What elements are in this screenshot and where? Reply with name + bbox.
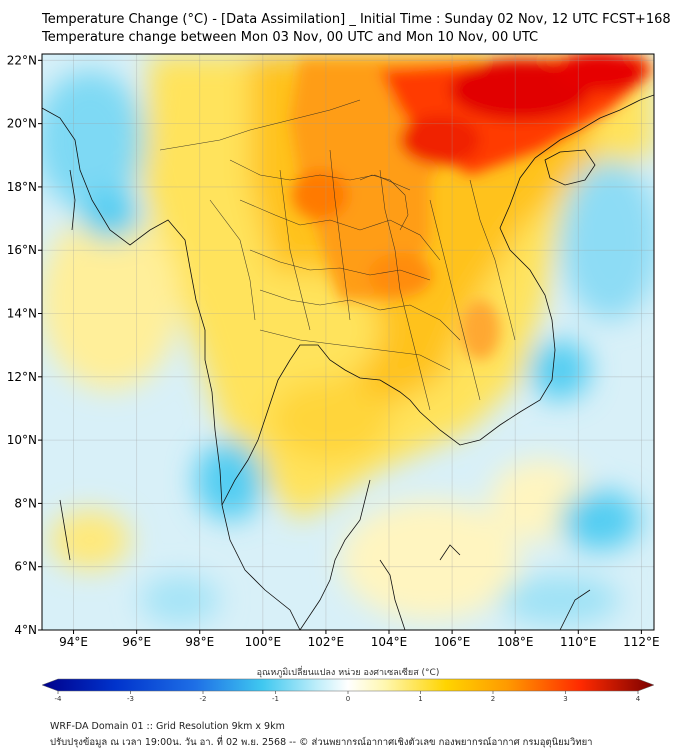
province-borders xyxy=(159,99,516,411)
colorbar-tick-label: -2 xyxy=(200,695,207,703)
colorbar-tick-label: -1 xyxy=(272,695,279,703)
lon-tick-label: 98°E xyxy=(185,635,214,649)
temperature-field xyxy=(42,54,654,630)
colorbar-tick-label: 3 xyxy=(563,695,567,703)
lat-tick-label: 4°N xyxy=(14,623,37,637)
lon-tick-label: 112°E xyxy=(623,635,660,649)
longitude-axis: 94°E 96°E 98°E 100°E 102°E 104°E 106°E 108°E 110… xyxy=(59,630,660,649)
lon-tick-label: 102°E xyxy=(308,635,345,649)
lon-tick-label: 106°E xyxy=(434,635,471,649)
colorbar-tick-label: -3 xyxy=(127,695,134,703)
colorbar-tick-label: 2 xyxy=(491,695,495,703)
lat-tick-label: 8°N xyxy=(14,496,37,510)
lon-tick-label: 108°E xyxy=(497,635,534,649)
lat-tick-label: 12°N xyxy=(7,370,37,384)
latitude-axis: 22°N 20°N 18°N 16°N 14°N 12°N 10°N 8°N 6°N 4°N xyxy=(7,53,42,637)
lon-tick-label: 94°E xyxy=(59,635,88,649)
colorbar-tick-label: 1 xyxy=(418,695,422,703)
colorbar xyxy=(41,678,655,692)
model-info: WRF-DA Domain 01 :: Grid Resolution 9km … xyxy=(50,721,285,732)
colorbar-title: อุณหภูมิเปลี่ยนแปลง หน่วย องศาเซลเซียส (… xyxy=(257,665,440,678)
map-title: Temperature Change (°C) - [Data Assimila… xyxy=(42,12,671,27)
map-frame xyxy=(41,53,655,631)
update-credit: ปรับปรุงข้อมูล ณ เวลา 19:00น. วัน อา. ที… xyxy=(50,737,593,748)
lon-tick-label: 96°E xyxy=(122,635,151,649)
colorbar-tick-label: -4 xyxy=(55,695,63,703)
lat-tick-label: 10°N xyxy=(7,433,37,447)
colorbar-ticks: -4 -3 -2 -1 0 1 2 3 4 xyxy=(55,691,641,703)
lat-tick-label: 22°N xyxy=(7,53,37,67)
coastlines xyxy=(42,94,654,630)
lat-tick-label: 16°N xyxy=(7,243,37,257)
lat-tick-label: 18°N xyxy=(7,180,37,194)
lon-tick-label: 104°E xyxy=(371,635,408,649)
colorbar-tick-label: 0 xyxy=(346,695,350,703)
map-subtitle: Temperature change between Mon 03 Nov, 0… xyxy=(42,30,539,45)
lat-tick-label: 14°N xyxy=(7,307,37,321)
lat-tick-label: 20°N xyxy=(7,117,37,131)
colorbar-tick-label: 4 xyxy=(636,695,641,703)
lon-tick-label: 110°E xyxy=(560,635,597,649)
lat-tick-label: 6°N xyxy=(14,560,37,574)
lon-tick-label: 100°E xyxy=(245,635,282,649)
